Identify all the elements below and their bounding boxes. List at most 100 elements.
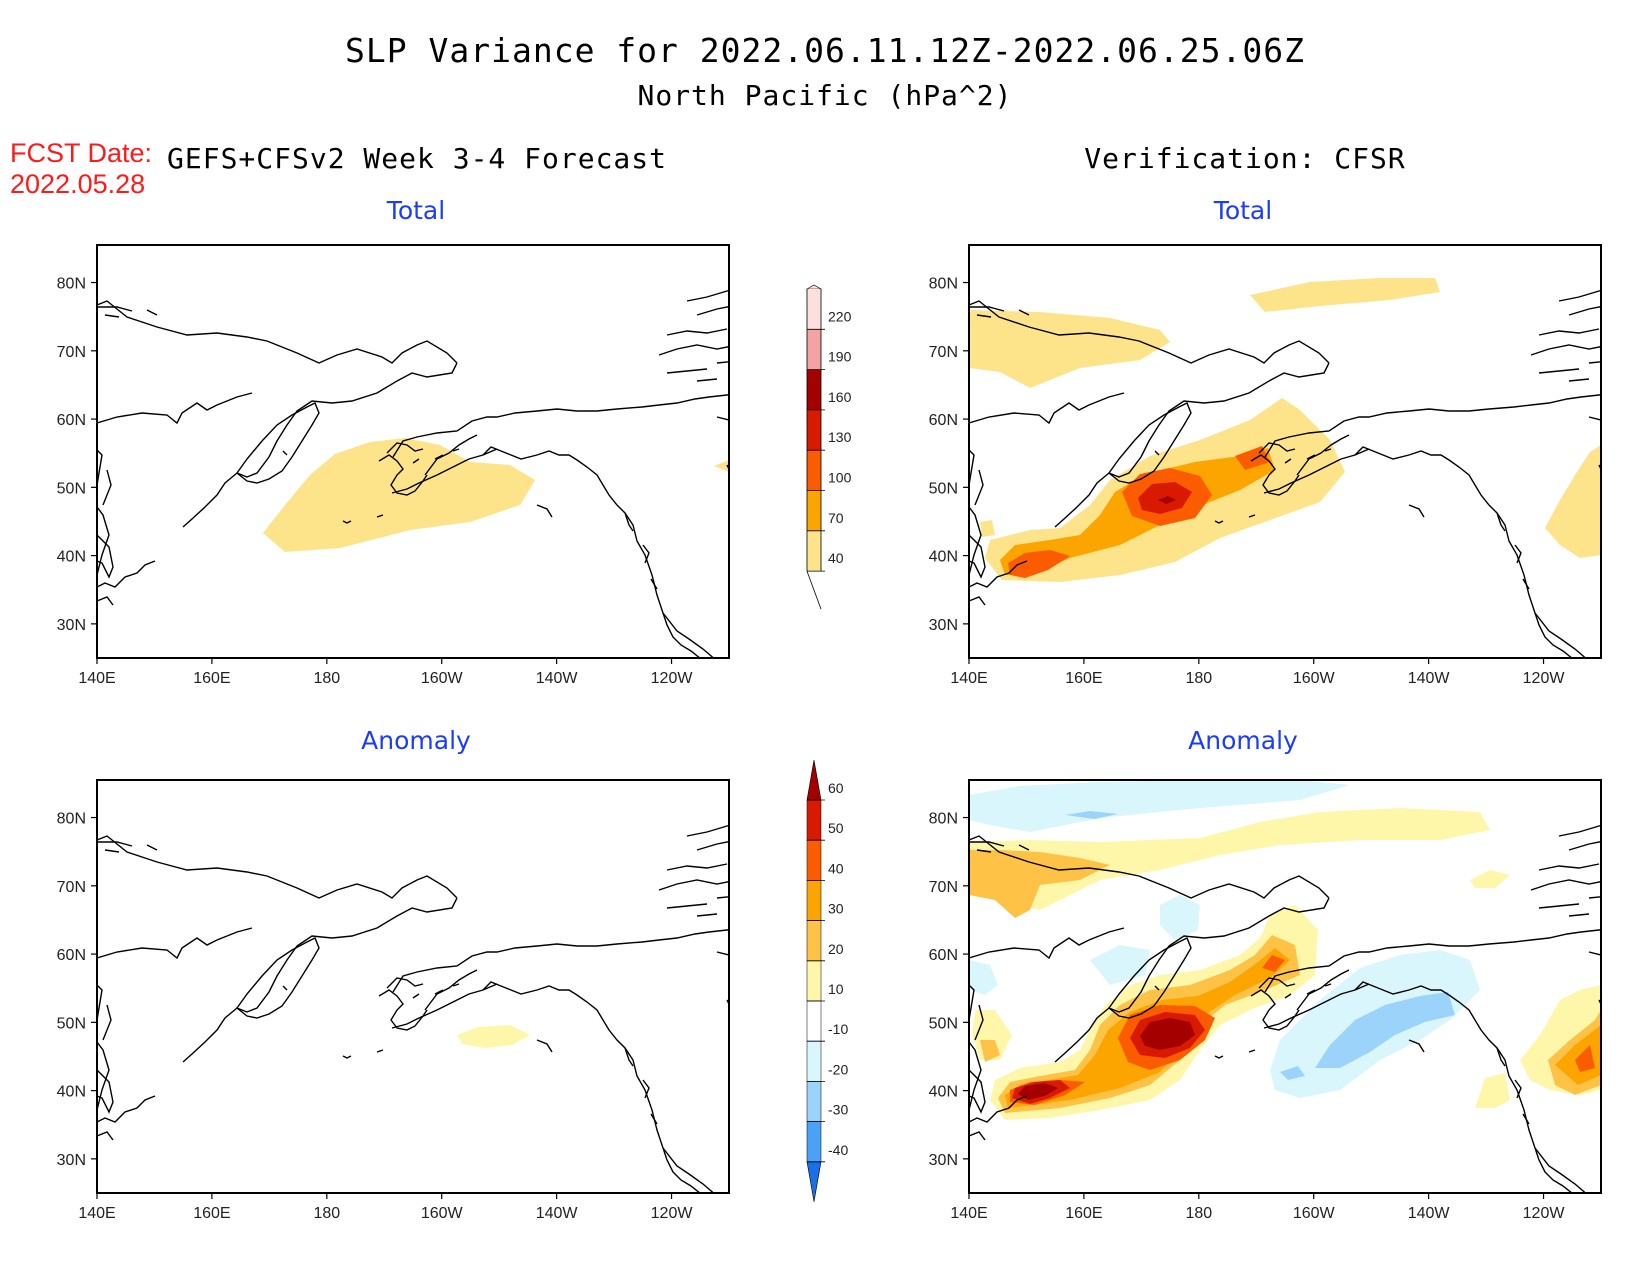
colorbar-label: 220: [828, 308, 852, 324]
map-panel-verification-total: [968, 244, 1602, 659]
map-panel-forecast-total: [96, 244, 730, 659]
lon-tick-label: 140E: [950, 1205, 987, 1222]
lat-tick-label: 60N: [929, 412, 958, 429]
lon-tick-label: 160E: [1065, 670, 1102, 687]
lat-tick-label: 50N: [929, 1015, 958, 1032]
colorbar-label: 40: [828, 860, 844, 876]
lon-tick-label: 140E: [78, 1205, 115, 1222]
lon-tick-label: 120W: [1523, 1205, 1566, 1222]
verification-anomaly-contour-neg10-arctic: [969, 780, 1350, 832]
column-title-left: GEFS+CFSv2 Week 3-4 Forecast: [167, 142, 667, 175]
lat-tick-label: 60N: [57, 947, 86, 964]
colorbar-segment: [807, 490, 821, 531]
panel-title-forecast-total: Total: [386, 196, 445, 225]
colorbar-label: -30: [828, 1102, 848, 1118]
lat-tick-label: 70N: [57, 879, 86, 896]
lon-tick-label: 140W: [536, 670, 579, 687]
lat-tick-label: 80N: [929, 811, 958, 828]
map-panel-forecast-anomaly: [96, 779, 730, 1194]
colorbar-segment: [807, 329, 821, 370]
lon-tick-label: 120W: [651, 1205, 694, 1222]
lat-tick-label: 40N: [57, 1084, 86, 1101]
colorbar-segment: [807, 409, 821, 451]
colorbar-segment: [807, 369, 821, 410]
lon-tick-label: 120W: [1523, 670, 1566, 687]
colorbar-label: -20: [828, 1061, 848, 1077]
colorbar-bottom-end: [806, 570, 822, 610]
lon-tick-label: 180: [1185, 670, 1212, 687]
colorbar-segment: [806, 1000, 822, 1042]
lon-tick-label: 160W: [421, 1205, 464, 1222]
lat-tick-label: 80N: [57, 811, 86, 828]
lat-tick-label: 30N: [929, 1152, 958, 1169]
lat-tick-label: 70N: [929, 344, 958, 361]
colorbar-label: 190: [828, 349, 852, 365]
colorbar-label: 50: [828, 820, 844, 836]
colorbar-label: 10: [828, 981, 844, 997]
lat-tick-label: 70N: [929, 879, 958, 896]
colorbar-segment: [806, 920, 822, 962]
verification-anomaly-contour-60: [1018, 1083, 1058, 1100]
colorbar-segment: [807, 530, 821, 572]
lat-tick-label: 40N: [929, 549, 958, 566]
lon-tick-label: 140E: [78, 670, 115, 687]
lat-tick-label: 40N: [929, 1084, 958, 1101]
verification-anomaly-contour-20-arctic: [969, 850, 1110, 918]
colorbar-bottom-triangle: [806, 1161, 822, 1202]
lat-tick-label: 30N: [57, 1152, 86, 1169]
colorbar-segment: [806, 1040, 822, 1082]
colorbar-segment: [807, 450, 821, 491]
panel-title-verification-anomaly: Anomaly: [1188, 726, 1298, 755]
panel-title-verification-total: Total: [1213, 196, 1272, 225]
colorbar-segment: [806, 1121, 822, 1163]
colorbar-label: 20: [828, 941, 844, 957]
verification-total-contour-40-arctic: [969, 310, 1170, 388]
lat-tick-label: 70N: [57, 344, 86, 361]
colorbar-top-triangle: [806, 759, 822, 801]
colorbar-label: 160: [828, 389, 852, 405]
lon-tick-label: 160E: [1065, 1205, 1102, 1222]
colorbar-label: 130: [828, 429, 852, 445]
colorbar-segment: [806, 880, 822, 921]
lon-tick-label: 140W: [1408, 670, 1451, 687]
fcst-date-value: 2022.05.28: [10, 169, 145, 199]
forecast-anomaly-contour-10: [457, 1025, 530, 1048]
map-axes: 80N 70N 60N 50N 40N 30N 140E 160E 180 160W 140W 120…: [57, 276, 1566, 1222]
map-panel-verification-anomaly: [968, 779, 1602, 1194]
lat-tick-label: 50N: [929, 480, 958, 497]
colorbar-segment: [806, 799, 822, 841]
colorbar-label: -10: [828, 1021, 848, 1037]
figure-title-line2: North Pacific (hPa^2): [637, 79, 1012, 112]
lat-tick-label: 60N: [57, 412, 86, 429]
colorbar-segment: [806, 960, 822, 1002]
verification-anomaly-contour-neg20: [1315, 992, 1455, 1068]
column-title-right: Verification: CFSR: [1084, 142, 1405, 175]
colorbar-segment: [806, 839, 822, 881]
lon-tick-label: 180: [1185, 1205, 1212, 1222]
lat-tick-label: 60N: [929, 947, 958, 964]
lon-tick-label: 160E: [193, 1205, 230, 1222]
colorbar-top-triangle: [805, 284, 823, 290]
lat-tick-label: 30N: [929, 617, 958, 634]
lon-tick-label: 160E: [193, 670, 230, 687]
lat-tick-label: 50N: [57, 480, 86, 497]
verification-total-contour-100: [1008, 550, 1070, 578]
colorbar-label: -40: [828, 1142, 848, 1158]
lat-tick-label: 40N: [57, 549, 86, 566]
fcst-date-label: FCST Date:: [10, 138, 152, 168]
colorbar-total: 220 190 160 130 100 70 40: [805, 284, 852, 610]
lon-tick-label: 140W: [536, 1205, 579, 1222]
colorbar-label: 40: [828, 550, 844, 566]
panel-title-forecast-anomaly: Anomaly: [361, 726, 471, 755]
forecast-total-contour-40: [263, 438, 535, 552]
lat-tick-label: 80N: [929, 276, 958, 293]
lat-tick-label: 30N: [57, 617, 86, 634]
lat-tick-label: 80N: [57, 276, 86, 293]
colorbar-label: 60: [828, 780, 844, 796]
lon-tick-label: 180: [313, 1205, 340, 1222]
lon-tick-label: 160W: [421, 670, 464, 687]
figure-title-line1: SLP Variance for 2022.06.11.12Z-2022.06.…: [345, 31, 1305, 70]
lon-tick-label: 180: [313, 670, 340, 687]
colorbar-label: 100: [828, 470, 852, 486]
lon-tick-label: 140E: [950, 670, 987, 687]
